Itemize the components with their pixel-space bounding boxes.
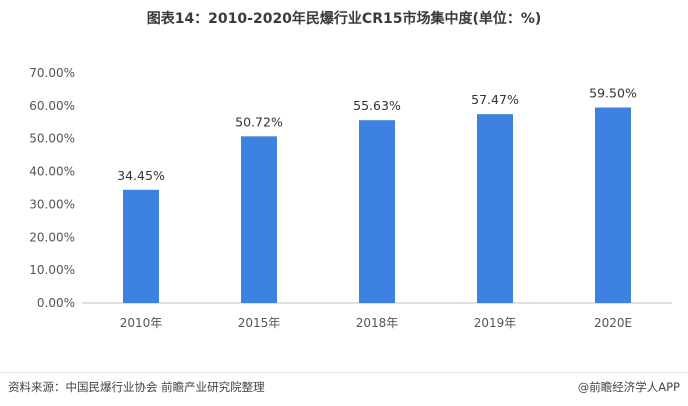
bar [123,189,159,303]
y-tick-label: 20.00% [29,230,75,244]
y-tick-label: 40.00% [29,165,75,179]
y-tick-label: 0.00% [37,296,75,310]
x-tick-label: 2015年 [238,316,281,330]
data-label: 59.50% [589,86,637,101]
data-label: 55.63% [353,98,401,113]
brand-credit: @前瞻经济学人APP [577,380,680,394]
data-label: 50.72% [235,114,283,129]
data-labels: 34.45% 50.72% 55.63% 57.47% 59.50% [117,86,637,183]
bar [241,136,277,303]
y-tick-label: 30.00% [29,197,75,211]
x-tick-label: 2018年 [356,316,399,330]
y-tick-label: 50.00% [29,132,75,146]
x-tick-label: 2019年 [474,316,517,330]
footer: 资料来源：中国民爆行业协会 前瞻产业研究院整理 @前瞻经济学人APP [0,372,688,406]
x-tick-label: 2020E [594,316,632,330]
bar [595,107,631,303]
data-label: 34.45% [117,168,165,183]
chart-title: 图表14：2010-2020年民爆行业CR15市场集中度(单位：%) [146,11,542,27]
y-axis-ticks: 0.00% 10.00% 20.00% 30.00% 40.00% 50.00% 60.00… [29,66,75,310]
y-tick-label: 70.00% [29,66,75,80]
y-tick-label: 60.00% [29,99,75,113]
bar [359,120,395,303]
bars [123,107,631,303]
source-note: 资料来源：中国民爆行业协会 前瞻产业研究院整理 [8,380,265,394]
bar-chart: 0.00% 10.00% 20.00% 30.00% 40.00% 50.00% 60.00… [29,66,672,330]
bar [477,114,513,303]
x-tick-label: 2010年 [120,316,163,330]
y-tick-label: 10.00% [29,263,75,277]
data-label: 57.47% [471,92,519,107]
x-axis-ticks: 2010年 2015年 2018年 2019年 2020E [120,316,632,330]
